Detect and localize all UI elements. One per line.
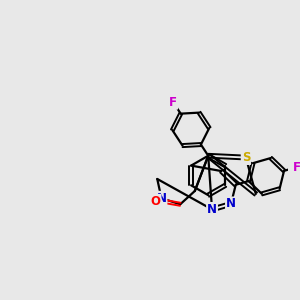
- Text: F: F: [169, 96, 177, 109]
- Text: N: N: [156, 192, 167, 205]
- Text: N: N: [226, 197, 236, 210]
- Text: F: F: [293, 160, 300, 173]
- Text: S: S: [242, 151, 250, 164]
- Text: N: N: [207, 203, 217, 216]
- Text: O: O: [151, 195, 160, 208]
